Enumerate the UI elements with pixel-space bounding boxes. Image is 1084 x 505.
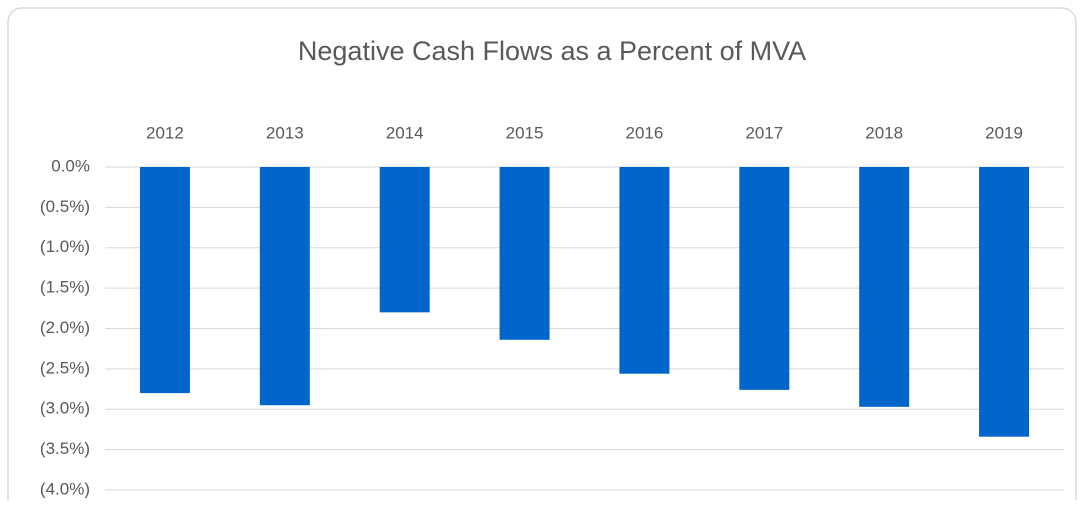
y-tick-label: (1.5%) bbox=[40, 278, 90, 297]
y-tick-label: (2.0%) bbox=[40, 318, 90, 337]
y-tick-label: 0.0% bbox=[51, 156, 90, 175]
x-tick-label: 2013 bbox=[266, 123, 304, 142]
bar bbox=[379, 167, 430, 313]
x-tick-label: 2017 bbox=[745, 123, 783, 142]
bar bbox=[139, 167, 190, 394]
bar bbox=[499, 167, 550, 340]
y-tick-label: (4.0%) bbox=[40, 479, 90, 498]
y-tick-label: (2.5%) bbox=[40, 358, 90, 377]
chart-title: Negative Cash Flows as a Percent of MVA bbox=[298, 36, 806, 66]
x-tick-label: 2014 bbox=[386, 123, 424, 142]
x-tick-label: 2019 bbox=[985, 123, 1023, 142]
bar bbox=[859, 167, 910, 407]
x-tick-label: 2015 bbox=[506, 123, 544, 142]
y-tick-label: (3.0%) bbox=[40, 399, 90, 418]
x-tick-label: 2016 bbox=[626, 123, 664, 142]
x-tick-label: 2012 bbox=[146, 123, 184, 142]
bar bbox=[619, 167, 670, 374]
y-tick-label: (1.0%) bbox=[40, 237, 90, 256]
x-tick-label: 2018 bbox=[865, 123, 903, 142]
bar bbox=[979, 167, 1030, 437]
y-tick-label: (3.5%) bbox=[40, 439, 90, 458]
y-tick-label: (0.5%) bbox=[40, 197, 90, 216]
bar bbox=[739, 167, 790, 390]
bar bbox=[259, 167, 310, 406]
